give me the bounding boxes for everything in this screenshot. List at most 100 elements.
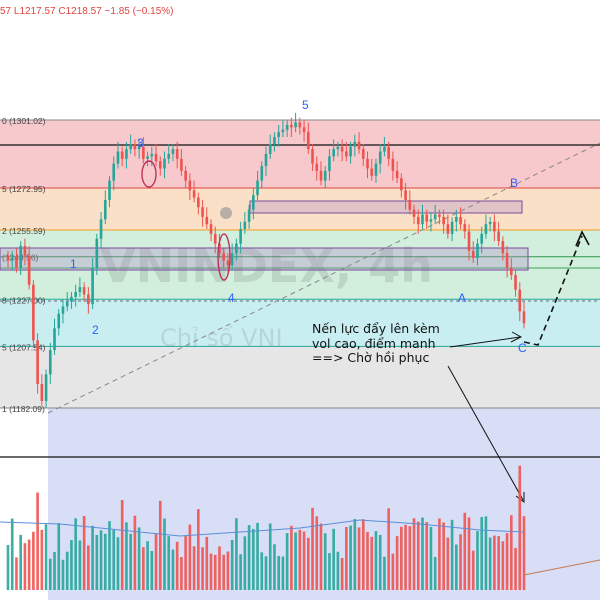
volume-bar (400, 526, 403, 590)
volume-bar (319, 523, 323, 590)
candle (433, 214, 437, 220)
candle (218, 243, 221, 254)
volume-bar (23, 543, 27, 590)
candle (57, 313, 61, 329)
candle (446, 224, 450, 234)
volume-bar (78, 540, 82, 590)
candle (361, 149, 365, 159)
volume-bar (285, 533, 289, 590)
volume-bar (133, 515, 137, 590)
candle (429, 219, 433, 222)
volume-bar (488, 537, 492, 590)
volume-bar (357, 527, 361, 590)
volume-bar (522, 516, 526, 590)
volume-bar (192, 546, 196, 590)
candle (340, 146, 344, 152)
candle (197, 197, 200, 208)
volume-bar (260, 552, 264, 590)
volume-bar (137, 527, 141, 590)
candle (6, 255, 10, 261)
candle (290, 124, 293, 128)
volume-bar (235, 518, 238, 590)
volume-bar (65, 551, 69, 590)
volume-bar (32, 531, 35, 590)
volume-bar (340, 558, 344, 590)
volume-bar (416, 521, 420, 590)
volume-bar (294, 532, 297, 590)
candle (125, 149, 128, 159)
volume-bar (10, 518, 14, 590)
pin-marker (220, 207, 232, 219)
candle (264, 153, 268, 167)
volume-bar (27, 539, 31, 590)
candle (463, 224, 467, 232)
volume-bar (230, 539, 234, 590)
candle (416, 216, 420, 225)
candle (425, 214, 429, 222)
volume-bar (175, 541, 179, 590)
volume-bar (146, 541, 149, 590)
candle (53, 328, 56, 351)
analysis-note-line-2: vol cao, điểm manh (312, 335, 436, 351)
wave-label-w2: 2 (92, 323, 99, 337)
volume-bar (243, 536, 247, 590)
fib-label-5: 5 (1207.54) (2, 342, 46, 352)
candle (158, 161, 162, 169)
candle (129, 144, 132, 150)
volume-bar (433, 556, 437, 590)
volume-bar (408, 526, 412, 590)
volume-bar (429, 526, 433, 590)
volume-bar (505, 533, 509, 590)
fib-zone-4 (0, 346, 600, 409)
volume-bar (442, 522, 445, 590)
volume-bar (374, 531, 378, 590)
zone-box-upper (249, 200, 523, 214)
volume-bar (273, 544, 276, 590)
wave-label-w1: 1 (70, 257, 77, 271)
wave-label-wA: A (458, 291, 466, 305)
candle (370, 168, 374, 176)
volume-bar (82, 516, 86, 590)
candle (239, 229, 242, 244)
volume-bar (366, 531, 369, 590)
volume-bar (74, 518, 77, 590)
candle (74, 291, 77, 297)
analysis-note-line-1: Nến lực đẩy lên kèm (312, 321, 440, 336)
candle (23, 245, 27, 256)
candle (319, 170, 323, 181)
candle (391, 158, 395, 171)
volume-bar (383, 556, 386, 590)
volume-bar (306, 537, 310, 590)
candle (260, 166, 264, 181)
projection-arrowhead (575, 230, 590, 247)
candle (137, 146, 141, 150)
candle (493, 221, 496, 232)
candle (188, 180, 192, 191)
candle (345, 151, 348, 157)
wave3-highlight (141, 160, 157, 188)
candle (480, 233, 484, 244)
volume-bar (387, 508, 390, 590)
volume-bar (184, 535, 187, 590)
volume-bar (480, 517, 484, 590)
volume-bar (277, 556, 280, 590)
analysis-note: Nến lực đẩy lên kèm vol cao, điểm manh =… (312, 321, 440, 366)
candle (400, 178, 403, 191)
volume-bar (510, 515, 513, 590)
candle (40, 384, 44, 401)
candle (273, 137, 276, 145)
volume-bar (19, 534, 22, 590)
candle (306, 132, 310, 150)
wave-label-wC: C (518, 341, 527, 355)
volume-bar (61, 559, 65, 590)
volume-bar (57, 523, 61, 590)
candle (349, 146, 352, 157)
volume-bar (129, 533, 132, 590)
candle (146, 156, 149, 159)
volume-bar (455, 544, 458, 590)
wave-label-w3: 3 (137, 136, 144, 150)
note-arrow-2 (447, 365, 524, 501)
volume-bar (268, 523, 272, 590)
